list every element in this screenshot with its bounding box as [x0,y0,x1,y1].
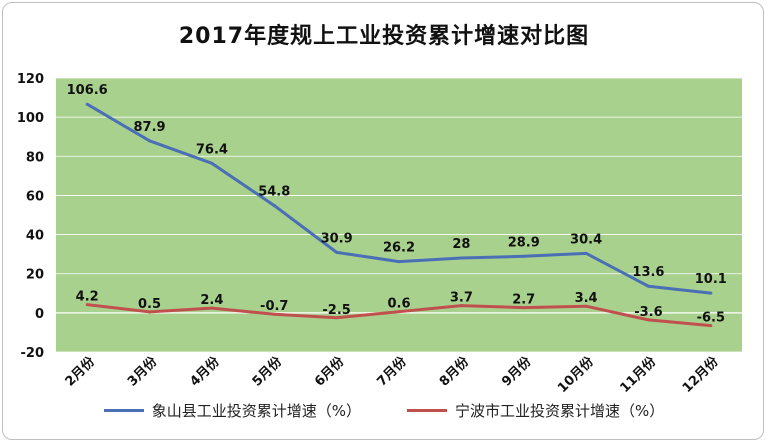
legend-swatch-series1 [103,409,144,412]
data-label-2: -6.5 [697,311,725,326]
data-point-2 [459,304,463,308]
data-label-1: 87.9 [134,120,166,135]
x-tick-label: 2月份 [62,353,99,390]
y-tick-label: 0 [35,307,44,322]
data-label-2: -2.5 [322,303,350,318]
x-tick-label: 5月份 [249,353,286,390]
x-tick-label: 11月份 [617,353,660,396]
data-point-1 [709,291,713,295]
legend-swatch-series2 [407,409,447,412]
legend-label-series1: 象山县工业投资累计增速（%） [151,402,361,420]
data-point-2 [709,324,713,328]
x-tick-label: 8月份 [436,353,473,390]
data-point-1 [335,250,339,254]
y-tick-label: 20 [26,268,44,283]
data-label-1: 76.4 [196,142,228,157]
data-label-1: 28 [452,237,470,252]
data-point-1 [459,256,463,260]
data-label-1: 13.6 [632,265,664,280]
data-point-1 [397,260,401,264]
y-tick-label: 100 [17,111,44,126]
data-point-2 [148,310,152,314]
y-tick-label: 80 [26,150,44,165]
data-point-2 [272,312,276,316]
data-label-2: 0.6 [387,297,410,312]
data-label-2: 3.4 [575,291,598,306]
x-tick-label: 10月份 [554,353,597,396]
data-label-2: -3.6 [634,305,662,320]
x-tick-label: 9月份 [498,353,535,390]
data-label-1: 30.9 [321,231,353,246]
data-label-2: -0.7 [260,299,288,314]
data-label-2: 3.7 [450,291,473,306]
data-label-1: 106.6 [67,83,108,98]
data-point-1 [646,284,650,288]
data-label-1: 10.1 [695,272,727,287]
data-label-1: 28.9 [508,235,540,250]
x-tick-label: 4月份 [187,353,224,390]
y-tick-label: -20 [21,346,45,361]
data-point-2 [584,304,588,308]
data-point-1 [272,204,276,208]
legend-label-series2: 宁波市工业投资累计增速（%） [455,402,665,420]
data-label-1: 30.4 [570,232,602,247]
data-label-2: 4.2 [76,290,99,305]
data-point-2 [522,306,526,310]
x-tick-label: 7月份 [374,353,411,390]
x-tick-label: 3月份 [124,353,161,390]
data-point-1 [584,251,588,255]
data-point-2 [210,306,214,310]
data-point-1 [85,102,89,106]
plot-area [56,78,742,352]
data-label-2: 2.4 [200,293,223,308]
y-tick-label: 60 [26,189,44,204]
data-point-2 [335,316,339,320]
legend-item-series1: 象山县工业投资累计增速（%） [103,400,361,421]
legend-item-series2: 宁波市工业投资累计增速（%） [407,400,664,421]
data-point-2 [85,303,89,307]
chart-title: 2017年度规上工业投资累计增速对比图 [178,24,590,49]
legend: 象山县工业投资累计增速（%） 宁波市工业投资累计增速（%） [0,400,768,421]
data-label-2: 2.7 [512,293,535,308]
y-tick-label: 40 [26,229,44,244]
data-point-1 [210,161,214,165]
data-point-1 [522,254,526,258]
data-label-1: 26.2 [383,241,415,256]
data-label-2: 0.5 [138,297,161,312]
data-point-2 [397,310,401,314]
data-point-1 [148,139,152,143]
y-tick-label: 120 [17,72,44,87]
data-point-2 [646,318,650,322]
x-tick-label: 12月份 [679,353,722,396]
data-label-1: 54.8 [258,185,290,200]
line-chart: -20 0 20 40 60 80 100 120 2月份 3月份 4月份 5月份 6月份 7月份 8月份 9… [17,72,742,396]
x-tick-label: 6月份 [311,353,348,390]
